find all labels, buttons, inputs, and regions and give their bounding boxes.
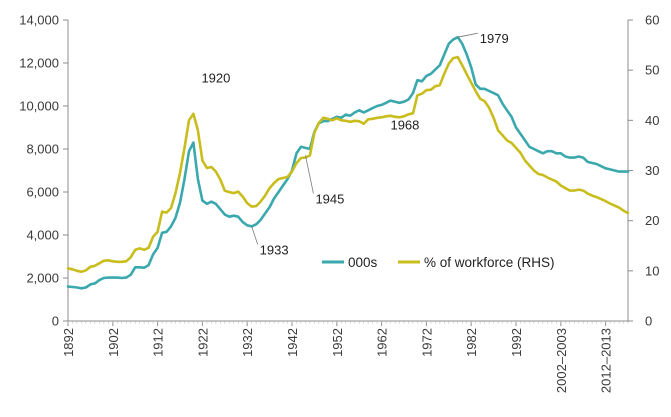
x-tick-label: 1962: [375, 328, 390, 357]
left-tick-label: 0: [52, 314, 59, 329]
legend: 000s % of workforce (RHS): [322, 255, 555, 270]
annotation-label-1968: 1968: [390, 118, 419, 133]
x-tick-label: 1952: [330, 328, 345, 357]
annotation-leader: [457, 32, 478, 38]
x-tick-label: 2012–2013: [599, 328, 614, 393]
x-tick-label: 1942: [285, 328, 300, 357]
left-tick-label: 2,000: [26, 271, 59, 286]
right-tick-label: 30: [645, 163, 659, 178]
left-tick-label: 14,000: [19, 13, 59, 28]
x-tick-label: 1972: [419, 328, 434, 357]
right-tick-label: 20: [645, 213, 659, 228]
right-tick-label: 60: [645, 13, 659, 28]
series-lines: [66, 35, 630, 290]
x-tick-label: 2002–2003: [554, 328, 569, 393]
left-tick-label: 10,000: [19, 99, 59, 114]
left-tick-label: 12,000: [19, 56, 59, 71]
annotation-label-1933: 1933: [260, 242, 289, 257]
x-tick-label: 1982: [464, 328, 479, 357]
right-tick-label: 50: [645, 63, 659, 78]
annotation-label-1979: 1979: [480, 31, 509, 46]
left-tick-label: 4,000: [26, 228, 59, 243]
x-tick-label: 1902: [106, 328, 121, 357]
legend-entry: 000s: [348, 255, 378, 270]
legend-entry: % of workforce (RHS): [424, 255, 555, 270]
annotation-leader: [305, 155, 314, 194]
x-tick-label: 1892: [61, 328, 76, 357]
annotation-label-1945: 1945: [315, 191, 344, 206]
right-tick-label: 40: [645, 113, 659, 128]
axes: 0 2,000 4,000 6,000 8,000 10,000 12,000 14,000 0…: [19, 13, 659, 394]
right-tick-label: 0: [645, 314, 652, 329]
annotation-leader: [251, 226, 259, 245]
annotations: 1920 1933 1945 1968 1979: [201, 31, 508, 257]
series-line-thousands: [66, 35, 630, 290]
x-tick-label: 1922: [195, 328, 210, 357]
right-tick-label: 10: [645, 263, 659, 278]
left-tick-label: 6,000: [26, 185, 59, 200]
left-tick-label: 8,000: [26, 142, 59, 157]
annotation-label-1920: 1920: [201, 71, 230, 86]
x-tick-label: 1912: [151, 328, 166, 357]
x-tick-label: 1992: [509, 328, 524, 357]
series-line-workforce-pct: [66, 55, 630, 274]
x-tick-label: 1932: [240, 328, 255, 357]
